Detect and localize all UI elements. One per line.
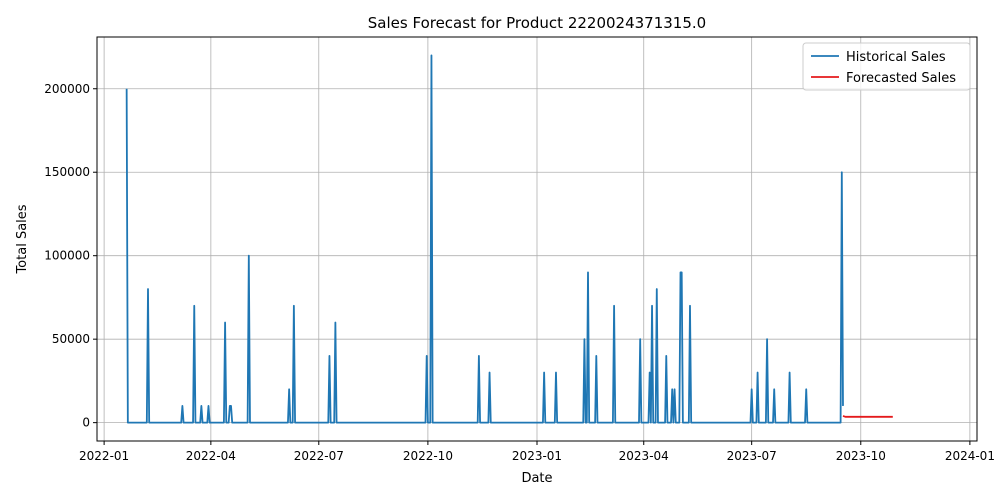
x-tick-label: 2022-04 <box>186 449 236 463</box>
y-tick-label: 150000 <box>44 165 90 179</box>
y-tick-label: 50000 <box>52 332 90 346</box>
series-layer <box>125 54 893 424</box>
y-axis-label: Total Sales <box>15 204 30 274</box>
legend-label-historical: Historical Sales <box>846 50 946 65</box>
legend-label-forecast: Forecasted Sales <box>846 71 956 86</box>
tick-layer: 2022-01 2022-04 2022-07 2022-10 2023-01 2023-… <box>44 82 995 463</box>
chart-title: Sales Forecast for Product 2220024371315… <box>368 14 706 32</box>
series-line-historical <box>125 54 844 424</box>
x-tick-label: 2023-07 <box>727 449 777 463</box>
y-tick-label: 200000 <box>44 82 90 96</box>
x-tick-label: 2022-10 <box>403 449 453 463</box>
y-tick-label: 100000 <box>44 249 90 263</box>
x-tick-label: 2022-01 <box>79 449 129 463</box>
x-axis-label: Date <box>521 471 552 486</box>
y-tick-label: 0 <box>82 416 90 430</box>
x-tick-label: 2023-04 <box>619 449 669 463</box>
series-line-forecast <box>842 415 893 418</box>
x-tick-label: 2023-01 <box>512 449 562 463</box>
x-tick-label: 2023-10 <box>836 449 886 463</box>
legend-box <box>802 42 971 91</box>
x-tick-label: 2022-07 <box>294 449 344 463</box>
legend: Historical Sales Forecasted Sales <box>802 42 971 91</box>
x-tick-label: 2024-01 <box>945 449 995 463</box>
